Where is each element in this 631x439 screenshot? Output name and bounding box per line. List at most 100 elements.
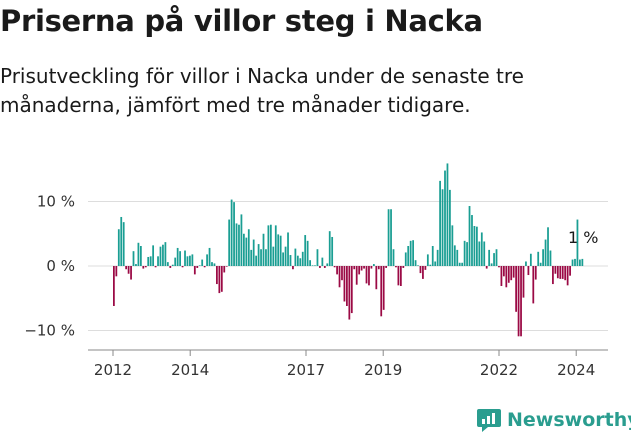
bar <box>446 163 449 266</box>
bar <box>463 240 466 266</box>
last-value-annotation: 1 % <box>568 228 598 247</box>
bar <box>201 259 204 266</box>
bar <box>189 255 191 266</box>
brand-name: Newsworthy <box>507 409 631 431</box>
bar <box>213 263 216 266</box>
bar <box>382 266 385 310</box>
bar <box>166 262 169 266</box>
bar <box>505 266 508 288</box>
bar <box>468 206 471 266</box>
bar <box>120 216 123 266</box>
bar <box>265 249 267 266</box>
bar <box>390 209 392 266</box>
bar <box>360 266 363 271</box>
bar <box>579 259 581 266</box>
bar <box>321 257 324 266</box>
bar <box>184 250 186 266</box>
bar <box>319 266 321 268</box>
bar <box>517 266 520 337</box>
bar <box>328 231 331 266</box>
bar <box>488 249 491 267</box>
bar <box>485 266 488 269</box>
bar <box>473 226 476 266</box>
bar <box>498 266 500 268</box>
bar <box>493 253 495 266</box>
bar <box>436 249 439 267</box>
x-tick-label: 2017 <box>287 361 325 379</box>
bar <box>137 242 140 266</box>
bar <box>502 266 505 277</box>
bar <box>434 261 437 266</box>
bar <box>218 266 221 294</box>
bar <box>431 246 434 266</box>
bar <box>274 225 277 266</box>
bar <box>260 249 262 266</box>
bar <box>576 219 579 266</box>
y-tick-label: 0 % <box>46 257 75 275</box>
bar <box>451 225 454 266</box>
bar <box>228 219 231 266</box>
x-tick-label: 2024 <box>557 361 595 379</box>
bar <box>534 266 537 280</box>
bar <box>211 262 213 266</box>
bar <box>245 237 248 266</box>
bar <box>372 264 375 266</box>
bar <box>296 255 299 266</box>
bar <box>348 266 351 320</box>
bar <box>522 266 525 298</box>
x-tick-label: 2014 <box>171 361 209 379</box>
bar <box>208 247 211 266</box>
bar <box>414 260 417 266</box>
bar <box>525 261 527 266</box>
bar <box>113 266 115 306</box>
bar <box>284 246 287 266</box>
bar <box>171 264 174 266</box>
bar <box>566 266 569 286</box>
bar <box>483 241 486 266</box>
bar <box>495 249 498 266</box>
bar <box>537 251 540 266</box>
newsworthy-logo-icon <box>477 409 501 432</box>
x-tick-label: 2019 <box>364 361 402 379</box>
bar <box>346 266 348 306</box>
bar <box>453 245 456 266</box>
bar <box>203 266 206 268</box>
bar <box>471 215 473 266</box>
x-tick-label: 2012 <box>94 361 132 379</box>
bar <box>571 259 574 266</box>
bar <box>456 249 459 267</box>
bar <box>135 264 137 266</box>
bar <box>426 254 429 266</box>
bar <box>230 199 233 266</box>
bar <box>429 264 432 266</box>
bar <box>377 266 380 270</box>
bar <box>387 209 390 266</box>
bar <box>569 266 571 276</box>
bar <box>363 266 365 269</box>
bar <box>216 266 218 285</box>
bar <box>257 244 260 266</box>
y-tick-label: −10 % <box>24 322 75 340</box>
bar <box>225 266 228 267</box>
bars <box>113 163 584 337</box>
bar <box>255 255 258 266</box>
bar <box>365 266 368 284</box>
bar <box>409 240 412 266</box>
bar <box>238 224 240 266</box>
bar <box>532 266 535 304</box>
x-axis: 2012 2014 2017 2019 2022 2024 <box>88 349 608 379</box>
bar <box>282 252 285 266</box>
newsworthy-logo: Newsworthy <box>476 407 631 433</box>
bar <box>404 252 407 266</box>
bar <box>242 233 245 266</box>
bar <box>206 254 208 266</box>
bar <box>402 266 405 268</box>
bar <box>130 266 132 280</box>
bar <box>480 232 483 266</box>
bar <box>547 227 549 266</box>
bar <box>539 262 542 266</box>
bar <box>247 229 250 266</box>
bar <box>179 251 181 266</box>
bar <box>272 246 275 266</box>
bar <box>500 266 503 286</box>
